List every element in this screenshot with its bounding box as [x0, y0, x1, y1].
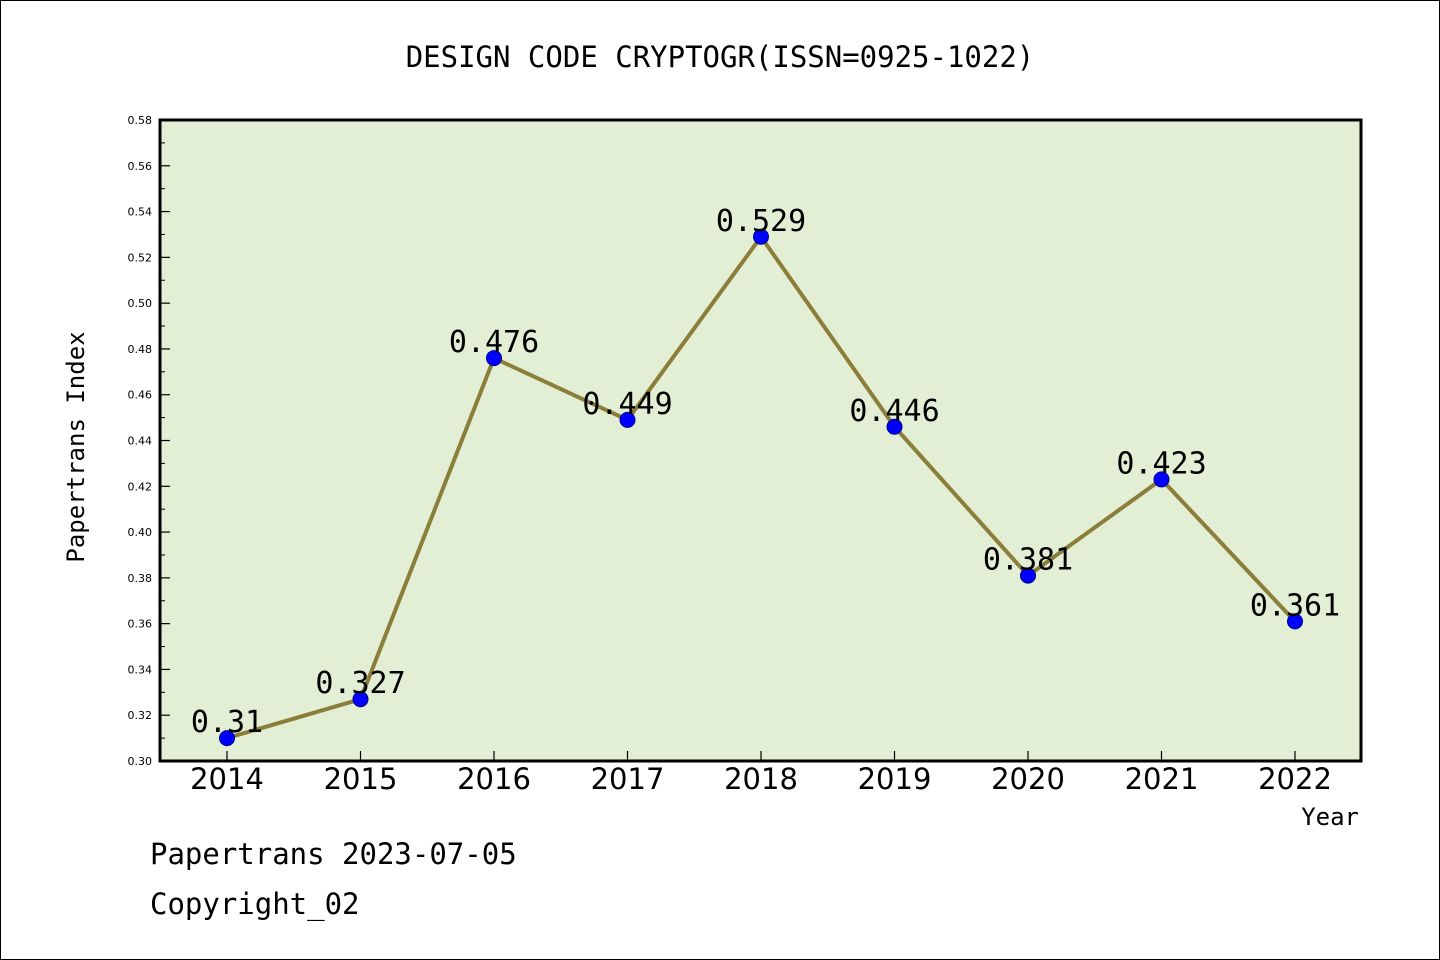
data-labels: 0.31 0.327 0.476 0.449 0.529 0.446 0.381 0.423 0… — [191, 204, 1340, 740]
x-axis-label: Year — [1301, 803, 1359, 831]
y-axis: 0.30 0.32 0.34 0.36 0.38 0.40 0.42 0.44 0.46 0.48… — [128, 114, 170, 768]
data-point — [753, 228, 769, 245]
plot-area — [160, 120, 1361, 761]
data-point — [619, 411, 636, 428]
x-tick-label: 2021 — [1125, 762, 1199, 796]
y-tick-label: 0.38 — [128, 572, 153, 585]
data-point — [1020, 567, 1036, 584]
x-tick-label: 2015 — [324, 762, 398, 796]
data-label: 0.31 — [191, 705, 263, 740]
data-point — [352, 691, 369, 708]
y-tick-label: 0.32 — [128, 709, 153, 722]
y-tick-label: 0.44 — [128, 435, 153, 448]
plot-border — [158, 118, 1363, 763]
x-tick-label: 2017 — [591, 762, 665, 796]
x-tick-label: 2019 — [858, 762, 932, 796]
data-point — [1287, 613, 1303, 630]
y-tick-label: 0.42 — [128, 480, 153, 493]
y-tick-label: 0.52 — [128, 251, 153, 264]
data-label: 0.449 — [582, 387, 672, 422]
data-label: 0.361 — [1250, 588, 1340, 623]
y-tick-label: 0.34 — [128, 663, 153, 676]
x-axis: 2014 2015 2016 2017 2018 2019 2020 2021 2022 — [190, 751, 1332, 796]
data-label: 0.381 — [983, 543, 1073, 578]
x-tick-label: 2022 — [1258, 762, 1332, 796]
footer-copyright: Copyright_02 — [150, 887, 360, 922]
y-tick-label: 0.46 — [128, 389, 153, 402]
x-tick-label: 2018 — [724, 762, 798, 796]
y-tick-label: 0.48 — [128, 343, 153, 356]
data-label: 0.529 — [716, 204, 806, 239]
series-line — [219, 228, 1303, 747]
y-tick-label: 0.54 — [128, 206, 153, 219]
y-axis-label: Papertrans Index — [62, 331, 90, 562]
data-point — [486, 350, 502, 367]
footer-date: Papertrans 2023-07-05 — [150, 837, 517, 871]
data-label: 0.476 — [449, 325, 539, 360]
x-tick-label: 2014 — [190, 762, 264, 796]
y-tick-label: 0.56 — [128, 160, 153, 173]
data-label: 0.423 — [1116, 446, 1206, 481]
y-tick-label: 0.30 — [128, 755, 153, 768]
x-tick-label: 2020 — [991, 762, 1065, 796]
chart-title: DESIGN CODE CRYPTOGR(ISSN=0925-1022) — [406, 40, 1035, 74]
y-tick-label: 0.40 — [128, 526, 153, 539]
y-tick-label: 0.36 — [128, 618, 153, 631]
y-tick-label: 0.50 — [128, 297, 153, 310]
x-tick-label: 2016 — [457, 762, 531, 796]
data-label: 0.327 — [315, 666, 405, 701]
data-point — [886, 418, 903, 435]
data-label: 0.446 — [849, 394, 939, 429]
y-tick-label: 0.58 — [128, 114, 153, 127]
data-point — [1153, 471, 1170, 488]
data-point — [219, 730, 235, 747]
